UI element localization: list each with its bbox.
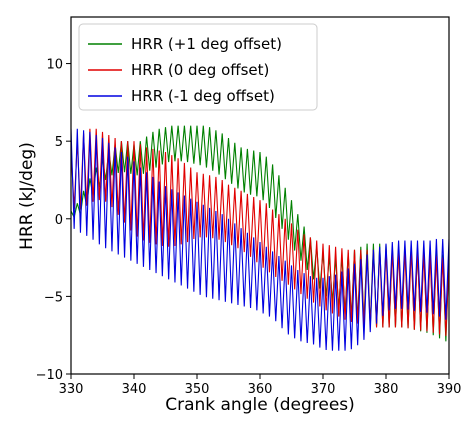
y-axis-title: HRR (kJ/deg) [17, 142, 37, 250]
x-axis-ticks: 330 340 350 360 370 380 390 [59, 374, 462, 397]
legend: HRR (+1 deg offset) HRR (0 deg offset) HRR… [78, 23, 318, 111]
legend-box [78, 23, 318, 111]
legend-label: HRR (+1 deg offset) [131, 35, 282, 53]
x-tick-label: 350 [185, 382, 210, 397]
series-layer [71, 125, 449, 351]
y-tick-label: 10 [46, 58, 63, 73]
legend-label: HRR (0 deg offset) [131, 61, 269, 79]
x-tick-label: 360 [248, 382, 273, 397]
y-tick-label: −10 [36, 368, 63, 383]
y-axis-ticks: −10 −5 0 5 10 [36, 58, 71, 383]
x-tick-label: 370 [311, 382, 336, 397]
x-tick-label: 340 [122, 382, 147, 397]
x-tick-label: 330 [59, 382, 84, 397]
y-tick-label: 0 [55, 213, 63, 228]
x-axis-title: Crank angle (degrees) [165, 395, 355, 415]
legend-items: HRR (+1 deg offset) HRR (0 deg offset) HRR… [88, 35, 282, 105]
x-tick-label: 380 [374, 382, 399, 397]
x-tick-label: 390 [437, 382, 462, 397]
series-line [71, 128, 449, 351]
y-tick-label: −5 [44, 290, 63, 305]
y-tick-label: 5 [55, 135, 63, 150]
legend-label: HRR (-1 deg offset) [131, 87, 275, 105]
